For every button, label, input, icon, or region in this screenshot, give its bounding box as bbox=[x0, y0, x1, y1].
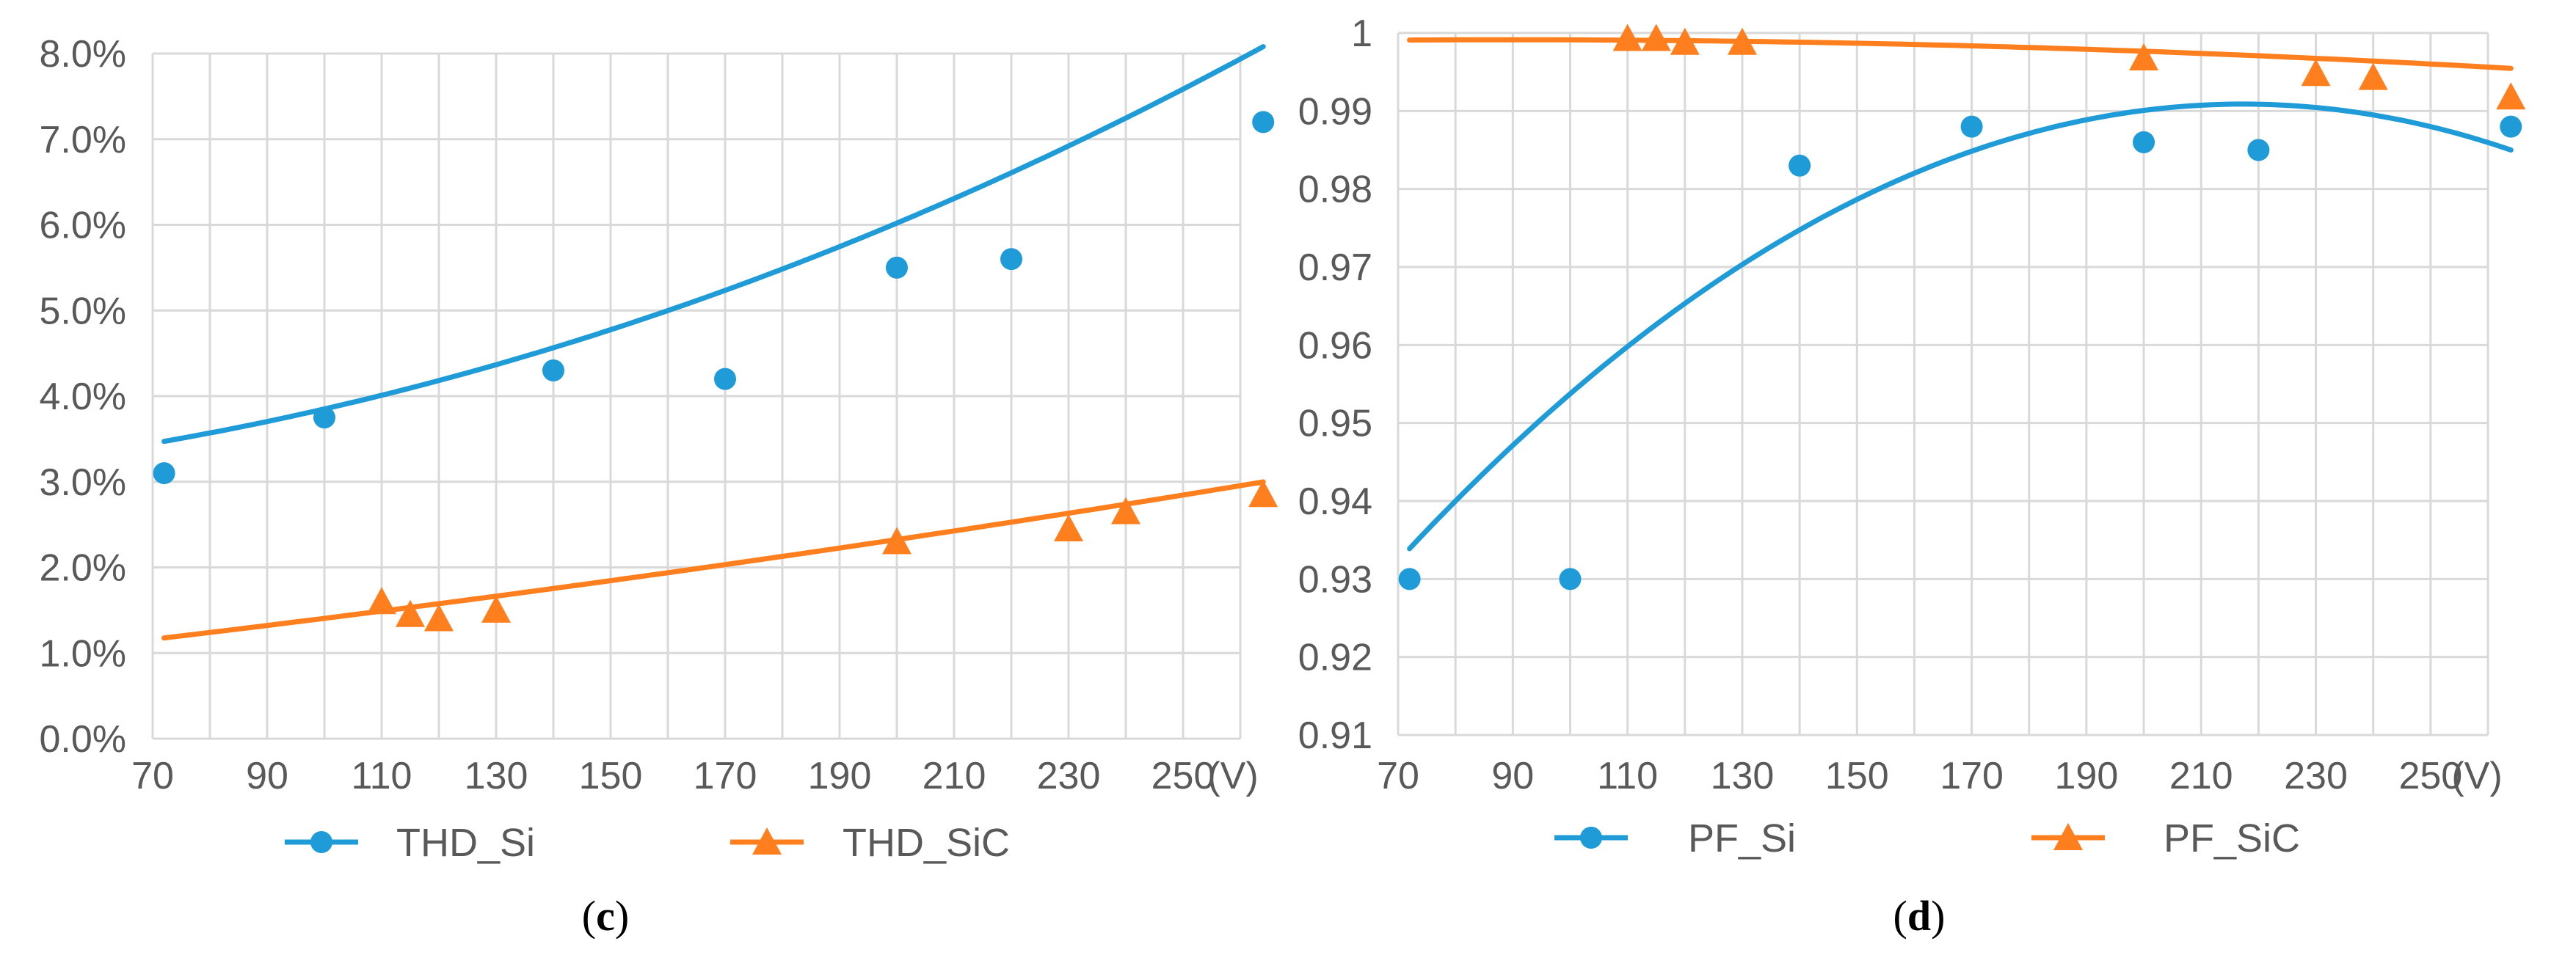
x-tick-label: 190 bbox=[808, 755, 872, 797]
gridlines-c bbox=[153, 52, 1242, 740]
y-tick-label: 0.97 bbox=[1298, 246, 1372, 289]
y-tick-label: 3.0% bbox=[39, 461, 126, 504]
x-tick-label: 150 bbox=[1825, 755, 1889, 797]
data-point bbox=[1559, 568, 1582, 590]
data-point bbox=[882, 527, 912, 555]
gridlines-d bbox=[1398, 32, 2489, 736]
data-point bbox=[1054, 513, 1083, 541]
y-tick-label: 0.99 bbox=[1298, 90, 1372, 133]
x-tick-label: 170 bbox=[694, 755, 757, 797]
x-tick-label: 130 bbox=[1711, 755, 1775, 797]
legend-marker bbox=[1580, 827, 1602, 849]
x-tick-label: 110 bbox=[352, 755, 412, 797]
data-point bbox=[1111, 497, 1140, 524]
x-unit-label: (V) bbox=[1207, 755, 1258, 797]
data-point bbox=[2358, 62, 2388, 90]
data-point bbox=[886, 256, 908, 279]
x-tick-label: 250 bbox=[2398, 755, 2462, 797]
y-tick-label: 2.0% bbox=[39, 547, 126, 590]
y-tick-label: 0.93 bbox=[1298, 558, 1372, 601]
data-point bbox=[1000, 248, 1022, 271]
x-tick-label: 130 bbox=[465, 755, 528, 797]
y-tick-label: 0.96 bbox=[1298, 324, 1372, 367]
x-tick-label: 210 bbox=[923, 755, 986, 797]
y-tick-label: 1.0% bbox=[39, 632, 126, 675]
y-tick-label: 7.0% bbox=[39, 119, 126, 161]
x-tick-label: 150 bbox=[579, 755, 643, 797]
y-tick-label: 0.95 bbox=[1298, 403, 1372, 445]
data-point bbox=[1398, 568, 1421, 590]
data-point bbox=[424, 604, 454, 632]
y-tick-label: 5.0% bbox=[39, 290, 126, 332]
data-point bbox=[714, 368, 736, 390]
x-tick-label: 190 bbox=[2055, 755, 2119, 797]
data-point bbox=[1612, 23, 1642, 51]
data-point bbox=[1960, 115, 1983, 138]
y-tick-label: 4.0% bbox=[39, 376, 126, 418]
series-thd-si bbox=[153, 44, 1275, 485]
data-point bbox=[1727, 27, 1757, 55]
data-point bbox=[1789, 154, 1811, 177]
legend-label: THD_Si bbox=[396, 821, 535, 865]
y-tick-label: 8.0% bbox=[39, 33, 126, 76]
x-tick-label: 250 bbox=[1151, 755, 1215, 797]
data-point bbox=[481, 595, 511, 623]
legend-label: PF_SiC bbox=[2164, 816, 2300, 860]
data-point bbox=[367, 587, 396, 615]
x-tick-label: 110 bbox=[1597, 755, 1658, 797]
trendline bbox=[161, 479, 1266, 641]
data-point bbox=[313, 406, 335, 429]
data-point bbox=[153, 462, 175, 485]
data-point bbox=[1670, 27, 1700, 55]
x-tick-label: 70 bbox=[131, 755, 174, 797]
legend-item-thd-sic: THD_SiC bbox=[730, 821, 1010, 865]
data-point bbox=[396, 599, 425, 627]
legend-label: PF_Si bbox=[1688, 816, 1796, 860]
data-point bbox=[2500, 115, 2522, 138]
data-point bbox=[1641, 23, 1671, 51]
data-point bbox=[1248, 480, 1278, 508]
data-point bbox=[2301, 59, 2331, 87]
x-tick-label: 210 bbox=[2169, 755, 2233, 797]
data-point bbox=[2247, 139, 2270, 161]
panel-label: (c) bbox=[582, 892, 629, 940]
data-point bbox=[2496, 82, 2526, 110]
data-point bbox=[2133, 131, 2155, 153]
x-tick-label: 70 bbox=[1377, 755, 1419, 797]
trendline bbox=[161, 44, 1266, 445]
legend-item-thd-si: THD_Si bbox=[285, 821, 535, 865]
y-tick-label: 0.91 bbox=[1298, 714, 1372, 757]
series-thd-sic bbox=[161, 479, 1278, 641]
y-tick-label: 0.0% bbox=[39, 718, 126, 761]
legend-marker bbox=[2053, 823, 2083, 850]
chart-panel-c: 0.0% 1.0% 2.0% 3.0% 4.0% 5.0% 6.0% 7.0% 8.0% 70 90… bbox=[39, 33, 1278, 940]
y-tick-label: 0.94 bbox=[1298, 480, 1372, 523]
x-tick-label: 90 bbox=[1491, 755, 1534, 797]
x-tick-label: 230 bbox=[1037, 755, 1101, 797]
legend-item-pf-sic: PF_SiC bbox=[2031, 816, 2300, 860]
legend-item-pf-si: PF_Si bbox=[1554, 816, 1796, 860]
y-tick-label: 6.0% bbox=[39, 205, 126, 247]
legend-label: THD_SiC bbox=[843, 821, 1010, 865]
trendline bbox=[1407, 37, 2514, 71]
trendline bbox=[1407, 101, 2514, 552]
x-tick-label: 170 bbox=[1940, 755, 2004, 797]
x-unit-label: (V) bbox=[2451, 755, 2502, 797]
y-tick-label: 0.98 bbox=[1298, 169, 1372, 211]
y-tick-label: 0.92 bbox=[1298, 637, 1372, 679]
legend-marker bbox=[752, 827, 782, 855]
data-point bbox=[2129, 43, 2159, 71]
series-pf-si bbox=[1398, 101, 2522, 590]
y-tick-label: 1 bbox=[1351, 12, 1372, 55]
data-point bbox=[1252, 111, 1275, 134]
legend-marker bbox=[310, 831, 332, 853]
x-tick-label: 90 bbox=[246, 755, 288, 797]
panel-label: (d) bbox=[1893, 892, 1946, 940]
data-point bbox=[542, 359, 564, 381]
x-tick-label: 230 bbox=[2284, 755, 2348, 797]
series-pf-sic bbox=[1407, 23, 2526, 110]
